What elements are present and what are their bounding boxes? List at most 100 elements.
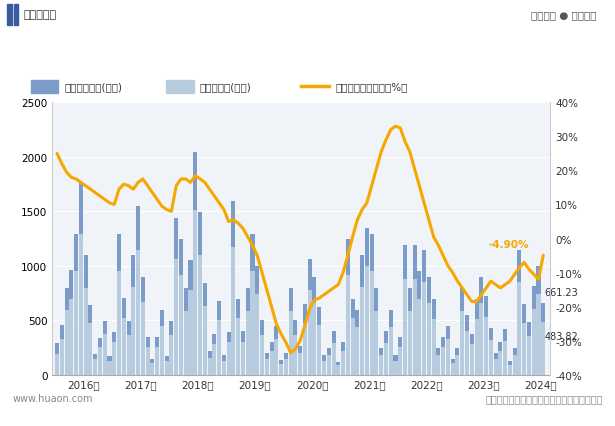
Bar: [108, 361, 111, 375]
Bar: [536, 266, 541, 375]
Bar: [155, 337, 159, 375]
Bar: [74, 272, 78, 375]
Bar: [408, 288, 412, 375]
Bar: [184, 311, 188, 375]
Text: 华经情报网: 华经情报网: [23, 10, 57, 20]
Bar: [484, 317, 488, 375]
Bar: [212, 345, 216, 375]
Bar: [14, 5, 18, 26]
Bar: [427, 278, 431, 375]
Bar: [541, 322, 546, 375]
Bar: [69, 271, 73, 375]
Bar: [255, 267, 260, 375]
Bar: [375, 288, 378, 375]
Bar: [260, 321, 264, 375]
Bar: [375, 311, 378, 375]
Text: 专业严谨 ● 客观科学: 专业严谨 ● 客观科学: [531, 10, 597, 20]
Bar: [399, 337, 402, 375]
Bar: [460, 288, 464, 375]
Bar: [451, 359, 454, 375]
Bar: [394, 356, 397, 375]
Bar: [141, 278, 145, 375]
Bar: [112, 343, 116, 375]
Bar: [217, 321, 221, 375]
Bar: [65, 310, 69, 375]
Text: 483.82: 483.82: [544, 331, 578, 341]
Bar: [470, 334, 474, 375]
Bar: [379, 355, 383, 375]
Bar: [498, 343, 502, 375]
Bar: [536, 295, 541, 375]
Bar: [150, 363, 154, 375]
Bar: [146, 337, 149, 375]
Bar: [127, 321, 130, 375]
Bar: [413, 279, 416, 375]
Bar: [250, 271, 255, 375]
Bar: [494, 353, 498, 375]
Bar: [269, 351, 274, 375]
Bar: [312, 303, 317, 375]
Bar: [303, 305, 307, 375]
Bar: [166, 81, 194, 93]
Bar: [169, 321, 173, 375]
Bar: [360, 287, 364, 375]
Bar: [184, 288, 188, 375]
Bar: [384, 331, 388, 375]
Bar: [65, 288, 69, 375]
Bar: [179, 239, 183, 375]
Bar: [279, 360, 283, 375]
Bar: [69, 299, 73, 375]
Bar: [370, 234, 374, 375]
Bar: [222, 356, 226, 375]
Bar: [203, 307, 207, 375]
Bar: [308, 260, 312, 375]
Bar: [98, 347, 102, 375]
Bar: [327, 348, 331, 375]
Bar: [379, 348, 383, 375]
Bar: [422, 283, 426, 375]
Bar: [279, 364, 283, 375]
Bar: [317, 308, 321, 375]
Bar: [231, 201, 236, 375]
Bar: [136, 207, 140, 375]
Bar: [346, 239, 350, 375]
Bar: [84, 288, 88, 375]
Bar: [55, 343, 59, 375]
Bar: [527, 337, 531, 375]
Bar: [355, 327, 359, 375]
Bar: [355, 310, 359, 375]
Bar: [288, 288, 293, 375]
Bar: [513, 355, 517, 375]
Bar: [384, 343, 388, 375]
Bar: [341, 351, 345, 375]
Bar: [79, 234, 83, 375]
Bar: [260, 335, 264, 375]
Bar: [165, 362, 169, 375]
Bar: [403, 245, 407, 375]
Bar: [122, 299, 126, 375]
Bar: [84, 255, 88, 375]
Bar: [403, 279, 407, 375]
Bar: [255, 295, 260, 375]
Bar: [93, 359, 97, 375]
Text: www.huaon.com: www.huaon.com: [12, 393, 93, 403]
Bar: [112, 332, 116, 375]
Bar: [489, 328, 493, 375]
Bar: [79, 182, 83, 375]
Bar: [322, 361, 326, 375]
Bar: [427, 303, 431, 375]
Bar: [284, 353, 288, 375]
Bar: [437, 355, 440, 375]
Bar: [274, 326, 279, 375]
Bar: [179, 275, 183, 375]
Bar: [60, 339, 64, 375]
Bar: [327, 355, 331, 375]
Bar: [446, 326, 450, 375]
Bar: [103, 334, 107, 375]
Bar: [541, 303, 546, 375]
Bar: [293, 321, 298, 375]
Bar: [331, 343, 336, 375]
Bar: [470, 345, 474, 375]
Bar: [265, 359, 269, 375]
Bar: [236, 319, 240, 375]
